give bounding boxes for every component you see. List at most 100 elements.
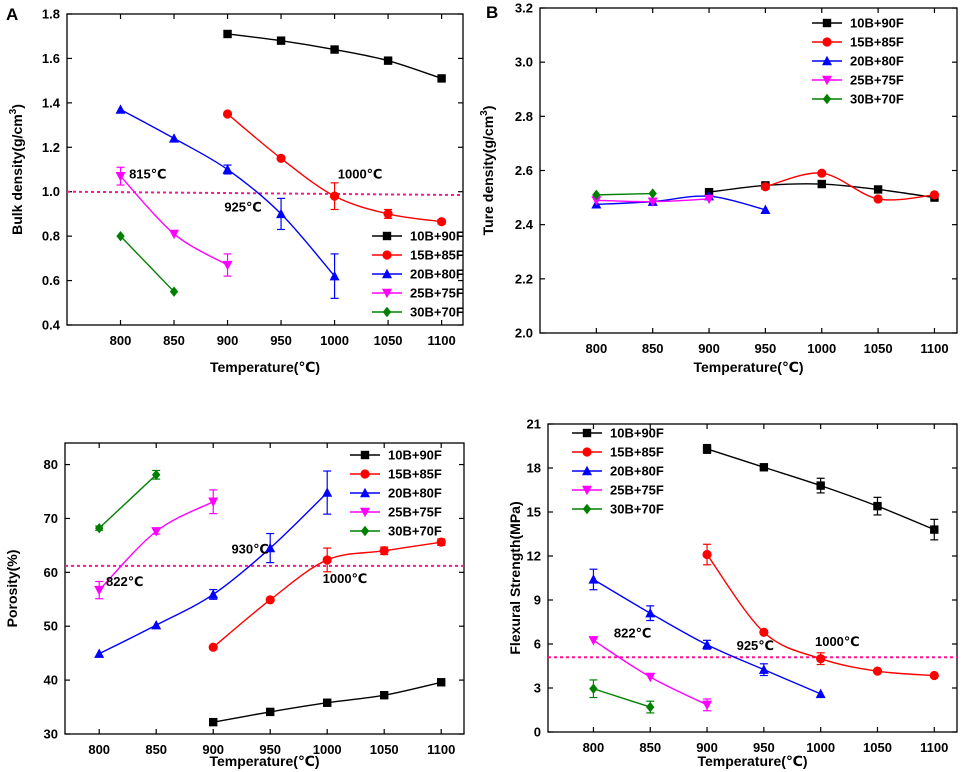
data-point (94, 585, 105, 596)
x-tick-label: 1000 (807, 341, 836, 356)
series-20b-80f (588, 568, 826, 699)
data-point (929, 670, 939, 681)
plot-frame (64, 442, 465, 735)
series-25b-75f (591, 194, 715, 207)
y-axis-title-main: Bulk density(g/cm (9, 114, 25, 235)
legend-label: 25B+75F (388, 505, 442, 520)
legend-marker (382, 268, 392, 279)
legend-label: 10B+90F (410, 229, 464, 244)
data-point (330, 45, 339, 54)
y-axis-title: Flexural Strength(MPa) (507, 501, 523, 654)
series-line (593, 688, 651, 708)
y-tick-label: 1.8 (42, 7, 60, 22)
legend-marker (582, 503, 592, 515)
legend-marker (582, 428, 592, 438)
series-line (765, 172, 935, 201)
legend-label: 20B+80F (850, 54, 904, 69)
legend-label: 15B+85F (410, 248, 464, 263)
series-line (596, 192, 653, 196)
data-point (276, 208, 287, 219)
x-tick-label: 1100 (427, 742, 455, 757)
data-point (151, 619, 162, 630)
chart-panel-b: 800 850 900 950 1000 1050 1100 2.0 2.2 2.4 2.6 2.8 3… (479, 1, 958, 375)
legend-label: 20B+80F (388, 486, 442, 501)
legend-marker (582, 465, 592, 476)
annotation-label: 1000℃ (815, 634, 860, 649)
data-point (645, 672, 656, 683)
y-tick-label: 9 (534, 593, 541, 608)
data-point (873, 194, 883, 204)
y-tick-label: 0 (534, 725, 541, 740)
legend: 10B+90F 15B+85F 20B+80F 25B+75F 30B+70F (350, 448, 442, 539)
annotation-label: 1000℃ (323, 571, 368, 586)
data-point (379, 546, 389, 556)
y-tick-label: 30 (44, 727, 58, 742)
legend-marker (382, 250, 392, 260)
x-tick-label: 900 (696, 740, 718, 755)
y-tick-label: 0.4 (42, 318, 61, 333)
legend: 10B+90F 15B+85F 20B+80F 25B+75F 30B+70F (812, 16, 904, 107)
x-tick-label: 1100 (920, 341, 948, 356)
data-point (588, 574, 599, 584)
data-point (223, 29, 232, 39)
data-point (322, 555, 332, 565)
series-line (120, 175, 228, 266)
x-axis-title: Temperature(℃) (693, 359, 803, 375)
legend-marker (822, 37, 832, 47)
data-point (209, 717, 218, 727)
legend-marker (360, 469, 370, 479)
data-point (115, 171, 126, 182)
data-point (437, 74, 446, 83)
x-tick-label: 950 (259, 742, 281, 757)
x-tick-label: 900 (217, 333, 239, 348)
data-point (329, 191, 340, 201)
series-10b-90f (702, 443, 939, 541)
legend-marker (822, 55, 832, 66)
legend-label: 15B+85F (388, 467, 442, 482)
data-point (816, 654, 826, 664)
legend-label: 20B+80F (610, 464, 664, 479)
data-point (95, 522, 104, 534)
data-point (646, 701, 655, 713)
y-tick-label: 18 (527, 461, 541, 476)
data-point (873, 185, 883, 194)
series-10b-90f (223, 29, 446, 83)
x-tick-label: 1050 (370, 742, 399, 757)
data-point (115, 104, 126, 114)
data-point (759, 463, 769, 472)
data-point (437, 678, 446, 687)
data-point (648, 188, 657, 199)
legend-label: 10B+90F (388, 448, 442, 463)
data-point (152, 469, 161, 480)
data-point (815, 688, 826, 699)
data-point (169, 229, 180, 240)
series-20b-80f (94, 470, 333, 658)
y-axis-title: Bulk density(g/cm3) (8, 104, 25, 235)
legend-marker (822, 18, 832, 28)
legend: 10B+90F 15B+85F 20B+80F 25B+75F 30B+70F (372, 229, 464, 320)
legend-label: 30B+70F (610, 502, 664, 517)
series-30b-70f (589, 679, 655, 714)
x-tick-label: 1100 (427, 333, 455, 348)
legend-marker (382, 306, 392, 318)
legend-marker (582, 447, 592, 457)
legend-label: 25B+75F (850, 73, 904, 88)
panel-label: A (6, 5, 18, 24)
data-point (151, 527, 162, 537)
x-tick-label: 850 (145, 742, 167, 757)
data-point (265, 595, 275, 605)
legend-label: 30B+70F (410, 305, 464, 320)
legend-marker (360, 450, 370, 460)
chart-panel-a: 800 850 900 950 1000 1050 1100 0.4 0.6 0.8 1.0 1.2 1… (6, 5, 464, 375)
data-point (383, 209, 393, 219)
data-point (588, 636, 599, 646)
series-line (120, 235, 175, 293)
series-line (227, 33, 442, 80)
data-point (760, 182, 771, 192)
y-tick-label: 3.0 (515, 55, 533, 70)
data-point (208, 589, 219, 599)
data-point (760, 204, 771, 214)
legend-label: 30B+70F (388, 524, 442, 539)
y-tick-label: 2.8 (515, 109, 533, 124)
y-tick-label: 2.0 (515, 326, 533, 341)
